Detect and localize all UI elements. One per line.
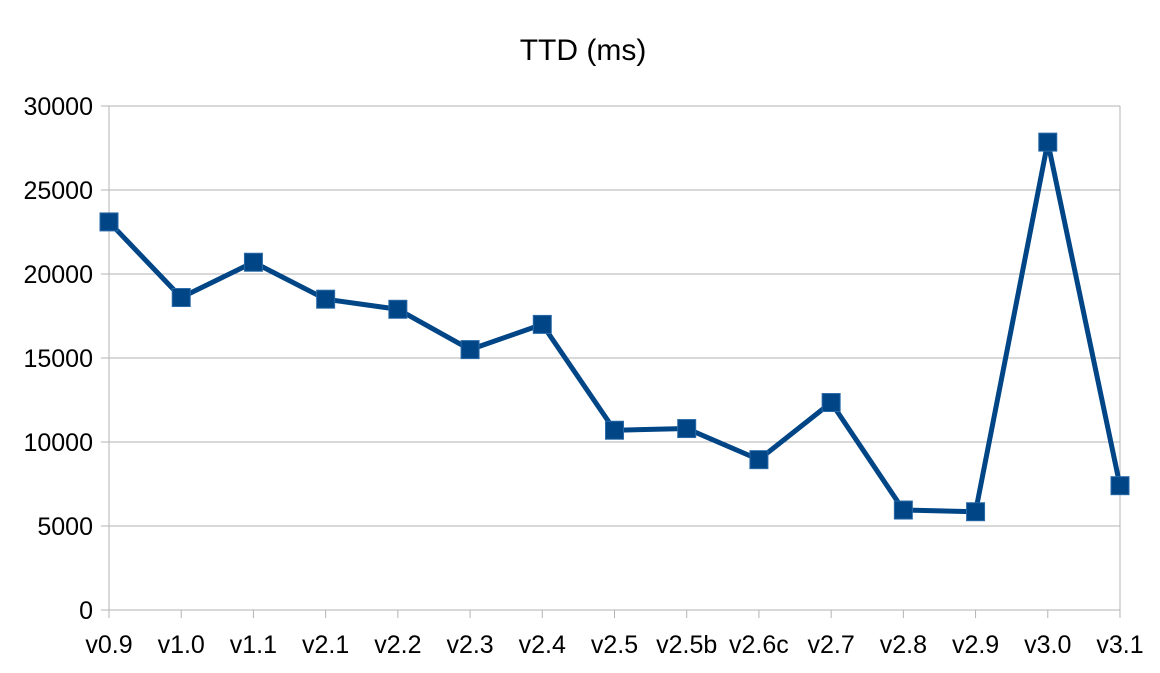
x-tick-label: v2.5b [656,631,717,659]
data-point-v2-6c [749,450,769,470]
x-tick-label: v2.1 [302,631,349,659]
data-point-v2-9 [966,502,986,522]
data-point-v1-0 [171,288,191,308]
y-tick-label: 20000 [23,261,93,289]
x-tick-label: v2.5 [591,631,638,659]
data-point-v3-0 [1038,132,1058,152]
y-tick-label: 30000 [23,93,93,121]
y-tick-label: 5000 [37,513,93,541]
y-tick-label: 10000 [23,429,93,457]
x-tick-label: v3.1 [1096,631,1143,659]
y-tick-label: 25000 [23,177,93,205]
x-tick-label: v2.9 [952,631,999,659]
x-tick-label: v2.2 [374,631,421,659]
data-point-v1-1 [243,252,263,272]
y-axis-tick-labels: 0 5000 10000 15000 20000 25000 30000 [23,93,93,625]
data-point-v3-1 [1110,476,1130,496]
gridlines [109,105,1120,527]
x-tick-label: v1.0 [158,631,205,659]
x-tick-label: v1.1 [230,631,277,659]
data-point-v2-4 [532,314,552,334]
data-point-v2-3 [460,340,480,360]
data-point-v2-8 [893,500,913,520]
y-tick-label: 0 [79,597,93,625]
series [99,132,1130,522]
y-tick-label: 15000 [23,345,93,373]
x-tick-label: v2.6c [729,631,789,659]
x-tick-label: v3.0 [1024,631,1071,659]
x-tick-label: v2.7 [808,631,855,659]
x-axis-tick-labels: v0.9 v1.0 v1.1 v2.1 v2.2 v2.3 v2.4 v2.5 v2.5b v2.… [85,631,1143,659]
data-point-v0-9 [99,212,119,232]
series-line [107,139,1123,515]
chart-title: TTD (ms) [520,34,647,67]
data-point-v2-2 [388,299,408,319]
x-tick-label: v2.8 [880,631,927,659]
x-tick-label: v2.4 [519,631,566,659]
data-point-v2-7 [821,393,841,413]
axes [101,105,1121,618]
x-tick-label: v2.3 [446,631,493,659]
data-point-v2-5 [605,420,624,440]
data-point-v2-5b [677,419,697,439]
data-point-v2-1 [316,289,336,309]
x-tick-label: v0.9 [85,631,132,659]
